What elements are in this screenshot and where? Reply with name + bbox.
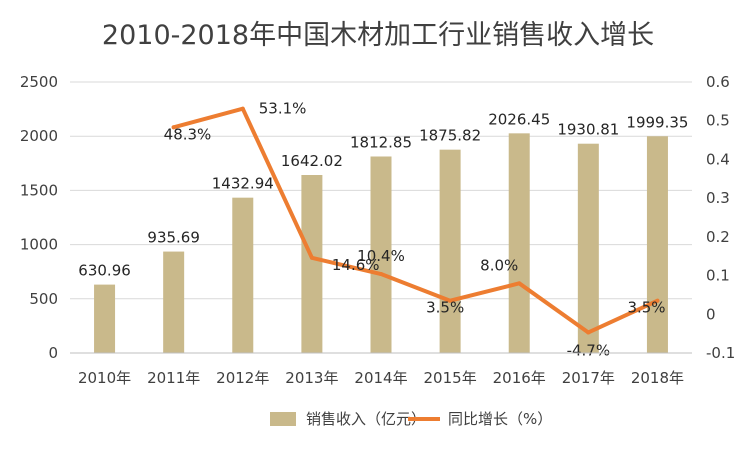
growth-point bbox=[586, 330, 591, 335]
growth-value-label: 3.5% bbox=[426, 299, 464, 317]
growth-point bbox=[448, 298, 453, 303]
x-tick-label: 2018年 bbox=[631, 369, 684, 387]
bar bbox=[94, 284, 116, 353]
bar-value-label: 1999.35 bbox=[626, 113, 688, 131]
x-tick-label: 2016年 bbox=[493, 369, 546, 387]
growth-value-label: 14.6% bbox=[332, 256, 380, 274]
legend: 销售收入（亿元） 同比增长（%） bbox=[270, 410, 552, 428]
bar bbox=[370, 156, 392, 353]
y-left-tick-label: 500 bbox=[29, 290, 58, 308]
y-left-tick-label: 2000 bbox=[20, 127, 58, 145]
x-tick-label: 2010年 bbox=[78, 369, 131, 387]
left-axis: 0 500 1000 1500 2000 2500 bbox=[20, 73, 58, 362]
x-tick-label: 2012年 bbox=[216, 369, 269, 387]
growth-point bbox=[309, 255, 314, 260]
x-tick-label: 2011年 bbox=[147, 369, 200, 387]
growth-line bbox=[171, 106, 660, 335]
growth-value-label: 10.4% bbox=[357, 247, 405, 265]
chart-title: 2010-2018年中国木材加工行业销售收入增长 bbox=[102, 20, 654, 51]
bar-value-label: 1875.82 bbox=[419, 127, 481, 145]
right-axis: -0.1 0 0.1 0.2 0.3 0.4 0.5 0.6 bbox=[706, 73, 735, 362]
y-right-tick-label: 0.6 bbox=[706, 73, 730, 91]
bar-value-label: 1930.81 bbox=[557, 121, 619, 139]
bar bbox=[232, 197, 254, 353]
x-tick-label: 2017年 bbox=[562, 369, 615, 387]
x-tick-label: 2013年 bbox=[285, 369, 338, 387]
bar bbox=[439, 149, 461, 353]
growth-point bbox=[655, 298, 660, 303]
y-right-tick-label: 0.2 bbox=[706, 228, 730, 246]
y-right-tick-label: 0.5 bbox=[706, 112, 730, 130]
bar-value-label: 935.69 bbox=[147, 229, 200, 247]
x-tick-label: 2014年 bbox=[354, 369, 407, 387]
growth-point bbox=[379, 272, 383, 277]
y-left-tick-label: 1000 bbox=[20, 236, 58, 254]
y-right-tick-label: 0.4 bbox=[706, 150, 730, 168]
bar bbox=[301, 175, 323, 353]
growth-point bbox=[517, 281, 522, 286]
legend-bar-label: 销售收入（亿元） bbox=[306, 410, 426, 428]
bar-value-label: 630.96 bbox=[78, 262, 131, 280]
x-tick-label: 2015年 bbox=[424, 369, 477, 387]
growth-point bbox=[171, 125, 176, 130]
y-right-tick-label: 0.1 bbox=[706, 267, 730, 285]
bar-value-label: 1432.94 bbox=[212, 175, 274, 193]
bar bbox=[508, 133, 530, 353]
line-series: 48.3% 53.1% 14.6%10.4% 3.5% 8.0% -4.7% 3.5% bbox=[164, 100, 666, 360]
legend-line-label: 同比增长（%） bbox=[448, 410, 552, 428]
bar bbox=[577, 143, 599, 353]
x-axis: 2010年 2011年 2012年 2013年 2014年 2015年 2016年 2017年… bbox=[70, 352, 692, 387]
bar-series: 630.96 935.69 1432.94 1642.02 1812.85 1875.82… bbox=[78, 110, 688, 353]
bar bbox=[163, 251, 185, 353]
growth-point bbox=[240, 106, 245, 111]
growth-value-label: 8.0% bbox=[480, 256, 518, 274]
y-left-tick-label: 1500 bbox=[20, 181, 58, 199]
y-right-tick-label: 0 bbox=[706, 305, 716, 323]
bar-value-label: 1642.02 bbox=[281, 152, 343, 170]
legend-bar-swatch bbox=[270, 412, 296, 426]
growth-value-label: -4.7% bbox=[567, 341, 611, 359]
bar bbox=[646, 136, 668, 353]
y-right-tick-label: -0.1 bbox=[706, 344, 735, 362]
growth-value-label: 53.1% bbox=[259, 100, 307, 118]
y-right-tick-label: 0.3 bbox=[706, 189, 730, 207]
growth-value-label: 48.3% bbox=[164, 125, 212, 143]
growth-value-label: 3.5% bbox=[627, 299, 665, 317]
y-left-tick-label: 0 bbox=[48, 344, 58, 362]
y-left-tick-label: 2500 bbox=[20, 73, 58, 91]
bar-value-label: 1812.85 bbox=[350, 133, 412, 151]
bar-value-label: 2026.45 bbox=[488, 110, 550, 128]
